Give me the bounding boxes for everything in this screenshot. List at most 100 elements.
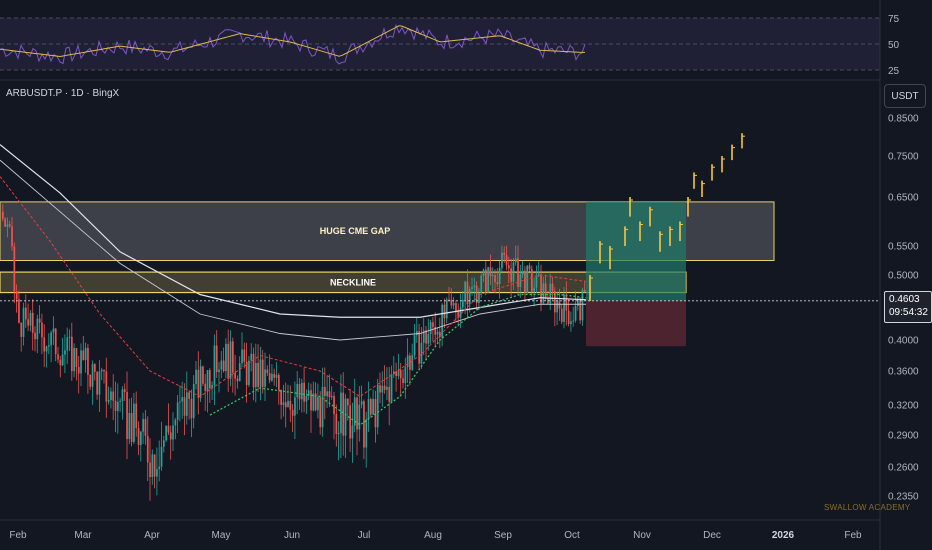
candle-body — [395, 371, 397, 376]
candle — [84, 342, 87, 373]
candle-body — [142, 419, 144, 432]
candle-body — [188, 392, 190, 399]
candle-body — [126, 391, 128, 440]
ma100-line — [0, 159, 586, 341]
candle-body — [307, 390, 310, 396]
candle-body — [351, 425, 354, 439]
candle — [135, 391, 138, 437]
current-price-tag: 0.4603 09:54:32 — [884, 291, 932, 323]
candle — [581, 287, 584, 326]
candle — [482, 268, 485, 282]
candle-body — [149, 462, 151, 478]
candle — [48, 333, 50, 355]
candle — [519, 264, 522, 298]
candle — [514, 245, 517, 266]
candle-body — [213, 345, 216, 386]
candle-body — [501, 252, 503, 268]
candle — [179, 385, 181, 422]
candle-body — [367, 399, 370, 420]
candle-body — [294, 397, 296, 416]
candle — [291, 404, 294, 432]
candle — [273, 368, 276, 386]
candle — [264, 352, 266, 402]
candle-body — [549, 283, 552, 304]
candle-body — [455, 303, 457, 312]
candle — [340, 374, 342, 458]
candle-body — [64, 350, 66, 355]
candle-body — [158, 466, 161, 470]
candle-body — [71, 336, 73, 372]
candle — [278, 372, 280, 405]
candle — [234, 354, 236, 396]
candle-body — [153, 454, 156, 477]
candle-body — [289, 400, 292, 410]
candle — [386, 367, 388, 400]
candle-body — [567, 310, 570, 325]
currency-button[interactable]: USDT — [884, 84, 926, 108]
candle — [114, 381, 117, 433]
candle-body — [416, 331, 418, 336]
candle — [445, 297, 448, 324]
candle-body — [284, 402, 287, 408]
candle-body — [496, 282, 499, 285]
candle — [105, 357, 108, 418]
candle-body — [112, 391, 115, 401]
candle-body — [220, 360, 223, 370]
candle-body — [13, 246, 16, 292]
candle-body — [420, 342, 423, 364]
candle — [146, 416, 149, 482]
candle — [344, 394, 347, 458]
candle-body — [480, 275, 483, 294]
candle — [38, 305, 41, 334]
candle — [218, 362, 220, 393]
candle — [468, 286, 471, 313]
candle-body — [215, 345, 218, 373]
candle — [542, 276, 545, 304]
candle — [229, 330, 232, 387]
watermark-label: SWALLOW ACADEMY — [824, 503, 911, 512]
candle — [448, 286, 450, 301]
candle — [192, 375, 195, 429]
candle-body — [160, 446, 163, 467]
candle — [393, 356, 395, 378]
candle-body — [77, 367, 80, 374]
candle — [43, 324, 46, 368]
candle-body — [337, 432, 340, 434]
candle-body — [278, 374, 280, 390]
candle — [213, 334, 216, 406]
candle-body — [84, 347, 87, 361]
candle — [374, 390, 377, 443]
candle-body — [439, 331, 441, 338]
candle-body — [167, 425, 170, 433]
candle-body — [87, 347, 89, 376]
candle — [183, 383, 186, 436]
candle-body — [238, 363, 241, 382]
candle — [243, 342, 246, 369]
candle — [450, 288, 453, 309]
candle-body — [225, 343, 227, 372]
rsi-tick-label: 75 — [888, 14, 900, 25]
candle-body — [199, 366, 202, 398]
candle-body — [517, 258, 519, 287]
candle-body — [250, 353, 253, 361]
candle-body — [370, 399, 372, 415]
candle — [153, 454, 156, 489]
candle — [301, 378, 303, 413]
candle-body — [358, 404, 361, 430]
candle-body — [43, 337, 46, 352]
candle — [31, 299, 34, 351]
bar-countdown: 09:54:32 — [889, 307, 928, 318]
candle-body — [462, 299, 464, 308]
candle — [165, 425, 167, 443]
candle-body — [475, 285, 478, 303]
candle-body — [80, 350, 82, 374]
candle-body — [376, 385, 379, 428]
candle — [360, 385, 363, 409]
candle — [347, 398, 349, 421]
candle — [15, 284, 18, 313]
candle — [540, 264, 542, 312]
candle-body — [11, 226, 13, 247]
candle-body — [581, 289, 584, 321]
candle — [471, 277, 473, 296]
candle-body — [75, 348, 78, 368]
